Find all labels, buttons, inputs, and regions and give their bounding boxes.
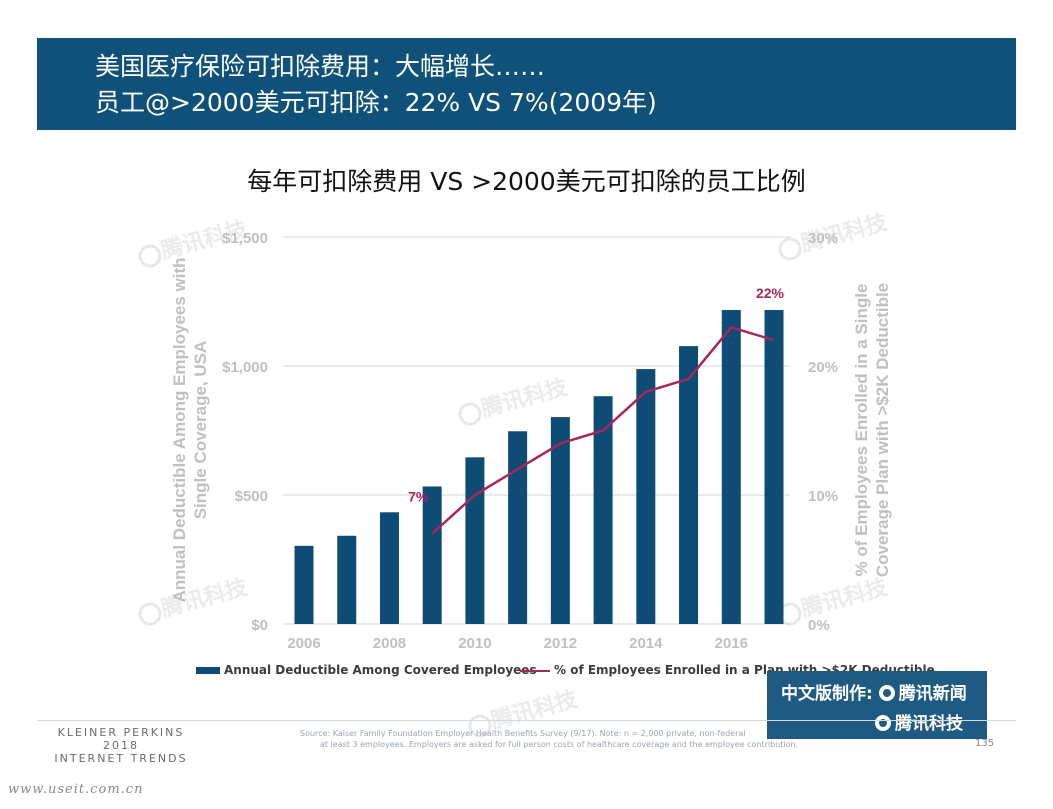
y-right-tick-label: 10% xyxy=(808,488,838,505)
data-label-2009: 7% xyxy=(408,489,429,505)
source-note-line2: at least 3 employees. Employers are aske… xyxy=(320,740,799,749)
bar-2014 xyxy=(636,369,656,624)
banner-title-line1: 美国医疗保险可扣除费用：大幅增长…… xyxy=(95,52,546,81)
chart-title: 每年可扣除费用 VS >2000美元可扣除的员工比例 xyxy=(247,167,806,196)
bar-2009 xyxy=(422,486,442,624)
badge-brand-tech: 腾讯科技 xyxy=(895,714,963,734)
bar-2012 xyxy=(550,417,570,624)
watermark-logo-icon xyxy=(138,244,162,268)
y-right-axis-title-line1: % of Employees Enrolled in a Single xyxy=(852,284,871,577)
bar-2013 xyxy=(593,396,613,624)
page-number: 135 xyxy=(975,738,995,749)
bar-2015 xyxy=(679,346,699,624)
bar-2016 xyxy=(721,310,741,624)
bar-2010 xyxy=(465,457,485,624)
legend-swatch-line xyxy=(520,669,550,672)
watermark-text: 腾讯科技 xyxy=(479,375,571,422)
badge-row-2: 腾讯科技 xyxy=(875,709,963,734)
watermark-logo-icon xyxy=(468,714,492,738)
legend-item-bars: Annual Deductible Among Covered Employee… xyxy=(196,663,537,677)
y-left-axis-title-line1: Annual Deductible Among Employees with xyxy=(170,257,189,602)
source-note-line1: Source: Kaiser Family Foundation Employe… xyxy=(300,729,746,738)
footer-divider xyxy=(37,720,1016,721)
x-tick-label: 2014 xyxy=(629,635,663,652)
badge-row-1: 中文版制作: 腾讯新闻 xyxy=(781,679,967,704)
badge-brand-news: 腾讯新闻 xyxy=(898,684,967,704)
badge-made-by-label: 中文版制作: xyxy=(781,684,873,704)
x-tick-label: 2010 xyxy=(458,635,491,652)
data-label-2017: 22% xyxy=(756,285,785,301)
watermark-logo-icon xyxy=(138,602,162,626)
bar-2011 xyxy=(508,431,528,624)
y-right-tick-label: 0% xyxy=(808,617,830,634)
y-left-tick-label: $1,500 xyxy=(222,230,268,247)
footer-brand-line2: 2018 xyxy=(103,739,139,752)
legend-label-bars: Annual Deductible Among Covered Employee… xyxy=(224,663,537,677)
bar-2017 xyxy=(764,310,784,624)
tencent-logo-icon xyxy=(875,715,891,731)
tencent-logo-icon xyxy=(878,685,895,701)
watermark-url: www.useit.com.cn xyxy=(8,782,144,797)
bar-2006 xyxy=(294,545,314,624)
y-left-tick-label: $0 xyxy=(251,617,268,634)
bar-2008 xyxy=(379,512,399,624)
x-tick-label: 2016 xyxy=(715,635,748,652)
x-tick-label: 2008 xyxy=(373,635,406,652)
footer-brand-line1: KLEINER PERKINS xyxy=(57,726,185,739)
y-right-tick-label: 20% xyxy=(808,359,838,376)
y-left-tick-label: $500 xyxy=(235,488,268,505)
watermark-logo-icon xyxy=(778,237,802,261)
footer-brand-line3: INTERNET TRENDS xyxy=(54,752,188,765)
y-left-axis-title-line2: Single Coverage, USA xyxy=(191,341,210,520)
line-series-pct-employees xyxy=(431,326,775,535)
y-left-tick-label: $1,000 xyxy=(222,359,268,376)
kleiner-perkins-logo: KLEINER PERKINS 2018 INTERNET TRENDS xyxy=(46,726,196,765)
x-tick-label: 2012 xyxy=(544,635,577,652)
watermark-logo-icon xyxy=(458,402,482,426)
legend-swatch-bar xyxy=(196,667,220,674)
y-right-axis-title-line2: Coverage Plan with >$2K Deductible xyxy=(873,283,892,577)
header-banner: 美国医疗保险可扣除费用：大幅增长…… 员工@>2000美元可扣除：22% VS … xyxy=(37,38,1016,130)
watermark-text: 腾讯科技 xyxy=(799,575,891,622)
y-right-tick-label: 30% xyxy=(808,230,838,247)
source-note: Source: Kaiser Family Foundation Employe… xyxy=(300,728,860,750)
tencent-credit-badge: 中文版制作: 腾讯新闻 腾讯科技 xyxy=(767,671,987,739)
banner-title-line2: 员工@>2000美元可扣除：22% VS 7%(2009年) xyxy=(95,88,657,117)
bar-2007 xyxy=(337,535,357,624)
x-tick-label: 2006 xyxy=(287,635,320,652)
